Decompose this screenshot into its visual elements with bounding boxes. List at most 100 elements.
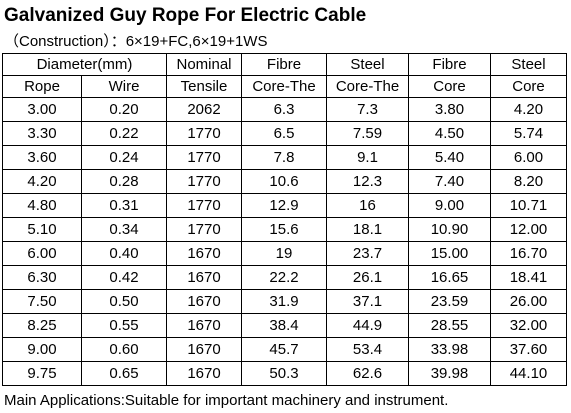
table-row: 7.50 0.50 1670 31.9 37.1 23.59 26.00 [2,289,567,314]
steel-core-cell: 5.74 [490,121,567,146]
rope-cell: 8.25 [2,313,82,338]
header-steel-the-bottom: Core-The [326,75,409,98]
steel-core-the-cell: 62.6 [326,361,409,386]
rope-cell: 9.00 [2,337,82,362]
rope-cell: 3.30 [2,121,82,146]
nominal-tensile-cell: 1770 [166,217,242,242]
table-row: 6.00 0.40 1670 19 23.7 15.00 16.70 [2,241,567,266]
nominal-tensile-cell: 1770 [166,121,242,146]
steel-core-the-cell: 53.4 [326,337,409,362]
header-row-bottom: Rope Wire Tensile Core-The Core-The Core… [2,75,567,98]
main-applications-note: Main Applications:Suitable for important… [4,392,449,409]
header-steel-core-bottom: Core [490,75,567,98]
table-row: 4.20 0.28 1770 10.6 12.3 7.40 8.20 [2,169,567,194]
wire-cell: 0.65 [81,361,167,386]
table-row: 3.60 0.24 1770 7.8 9.1 5.40 6.00 [2,145,567,170]
rope-cell: 4.80 [2,193,82,218]
nominal-tensile-cell: 1670 [166,337,242,362]
rope-cell: 5.10 [2,217,82,242]
rope-cell: 7.50 [2,289,82,314]
fibre-core-cell: 5.40 [408,145,491,170]
header-rope: Rope [2,75,82,98]
fibre-core-the-cell: 6.3 [241,97,327,122]
header-wire: Wire [81,75,167,98]
wire-cell: 0.42 [81,265,167,290]
header-row-top: Diameter(mm) Nominal Fibre Steel Fibre S… [2,53,567,76]
header-diameter: Diameter(mm) [2,53,167,76]
nominal-tensile-cell: 1770 [166,169,242,194]
fibre-core-cell: 39.98 [408,361,491,386]
steel-core-the-cell: 44.9 [326,313,409,338]
header-fibre-the-top: Fibre [241,53,327,76]
construction-line: （Construction）：6×19+FC,6×19+1WS [4,33,268,50]
spec-table-body: Diameter(mm) Nominal Fibre Steel Fibre S… [2,53,567,386]
table-row: 3.00 0.20 2062 6.3 7.3 3.80 4.20 [2,97,567,122]
steel-core-the-cell: 7.3 [326,97,409,122]
steel-core-cell: 4.20 [490,97,567,122]
fibre-core-the-cell: 50.3 [241,361,327,386]
table-row: 8.25 0.55 1670 38.4 44.9 28.55 32.00 [2,313,567,338]
fibre-core-the-cell: 31.9 [241,289,327,314]
steel-core-cell: 26.00 [490,289,567,314]
fibre-core-cell: 16.65 [408,265,491,290]
rope-cell: 3.00 [2,97,82,122]
rope-cell: 6.30 [2,265,82,290]
fibre-core-cell: 7.40 [408,169,491,194]
fibre-core-cell: 4.50 [408,121,491,146]
table-row: 5.10 0.34 1770 15.6 18.1 10.90 12.00 [2,217,567,242]
fibre-core-the-cell: 12.9 [241,193,327,218]
fibre-core-cell: 3.80 [408,97,491,122]
steel-core-cell: 16.70 [490,241,567,266]
fibre-core-cell: 15.00 [408,241,491,266]
steel-core-cell: 32.00 [490,313,567,338]
wire-cell: 0.60 [81,337,167,362]
fibre-core-the-cell: 10.6 [241,169,327,194]
nominal-tensile-cell: 1770 [166,145,242,170]
table-row: 3.30 0.22 1770 6.5 7.59 4.50 5.74 [2,121,567,146]
steel-core-the-cell: 12.3 [326,169,409,194]
steel-core-the-cell: 7.59 [326,121,409,146]
wire-cell: 0.50 [81,289,167,314]
nominal-tensile-cell: 1670 [166,289,242,314]
rope-cell: 9.75 [2,361,82,386]
fibre-core-the-cell: 22.2 [241,265,327,290]
fibre-core-the-cell: 15.6 [241,217,327,242]
header-steel-core-top: Steel [490,53,567,76]
table-row: 9.75 0.65 1670 50.3 62.6 39.98 44.10 [2,361,567,386]
header-fibre-core-top: Fibre [408,53,491,76]
nominal-tensile-cell: 1670 [166,241,242,266]
wire-cell: 0.31 [81,193,167,218]
fibre-core-the-cell: 38.4 [241,313,327,338]
rope-cell: 6.00 [2,241,82,266]
fibre-core-cell: 10.90 [408,217,491,242]
wire-cell: 0.24 [81,145,167,170]
nominal-tensile-cell: 1670 [166,361,242,386]
table-row: 9.00 0.60 1670 45.7 53.4 33.98 37.60 [2,337,567,362]
wire-cell: 0.20 [81,97,167,122]
steel-core-cell: 6.00 [490,145,567,170]
steel-core-the-cell: 26.1 [326,265,409,290]
fibre-core-cell: 28.55 [408,313,491,338]
spec-table: Diameter(mm) Nominal Fibre Steel Fibre S… [2,53,567,386]
nominal-tensile-cell: 1670 [166,265,242,290]
header-nominal-top: Nominal [166,53,242,76]
steel-core-cell: 8.20 [490,169,567,194]
table-row: 6.30 0.42 1670 22.2 26.1 16.65 18.41 [2,265,567,290]
steel-core-the-cell: 9.1 [326,145,409,170]
fibre-core-the-cell: 7.8 [241,145,327,170]
steel-core-the-cell: 23.7 [326,241,409,266]
steel-core-cell: 18.41 [490,265,567,290]
header-fibre-the-bottom: Core-The [241,75,327,98]
nominal-tensile-cell: 1670 [166,313,242,338]
fibre-core-cell: 23.59 [408,289,491,314]
wire-cell: 0.55 [81,313,167,338]
rope-cell: 3.60 [2,145,82,170]
wire-cell: 0.28 [81,169,167,194]
steel-core-the-cell: 18.1 [326,217,409,242]
header-steel-the-top: Steel [326,53,409,76]
wire-cell: 0.40 [81,241,167,266]
fibre-core-the-cell: 19 [241,241,327,266]
header-nominal-bottom: Tensile [166,75,242,98]
fibre-core-the-cell: 6.5 [241,121,327,146]
